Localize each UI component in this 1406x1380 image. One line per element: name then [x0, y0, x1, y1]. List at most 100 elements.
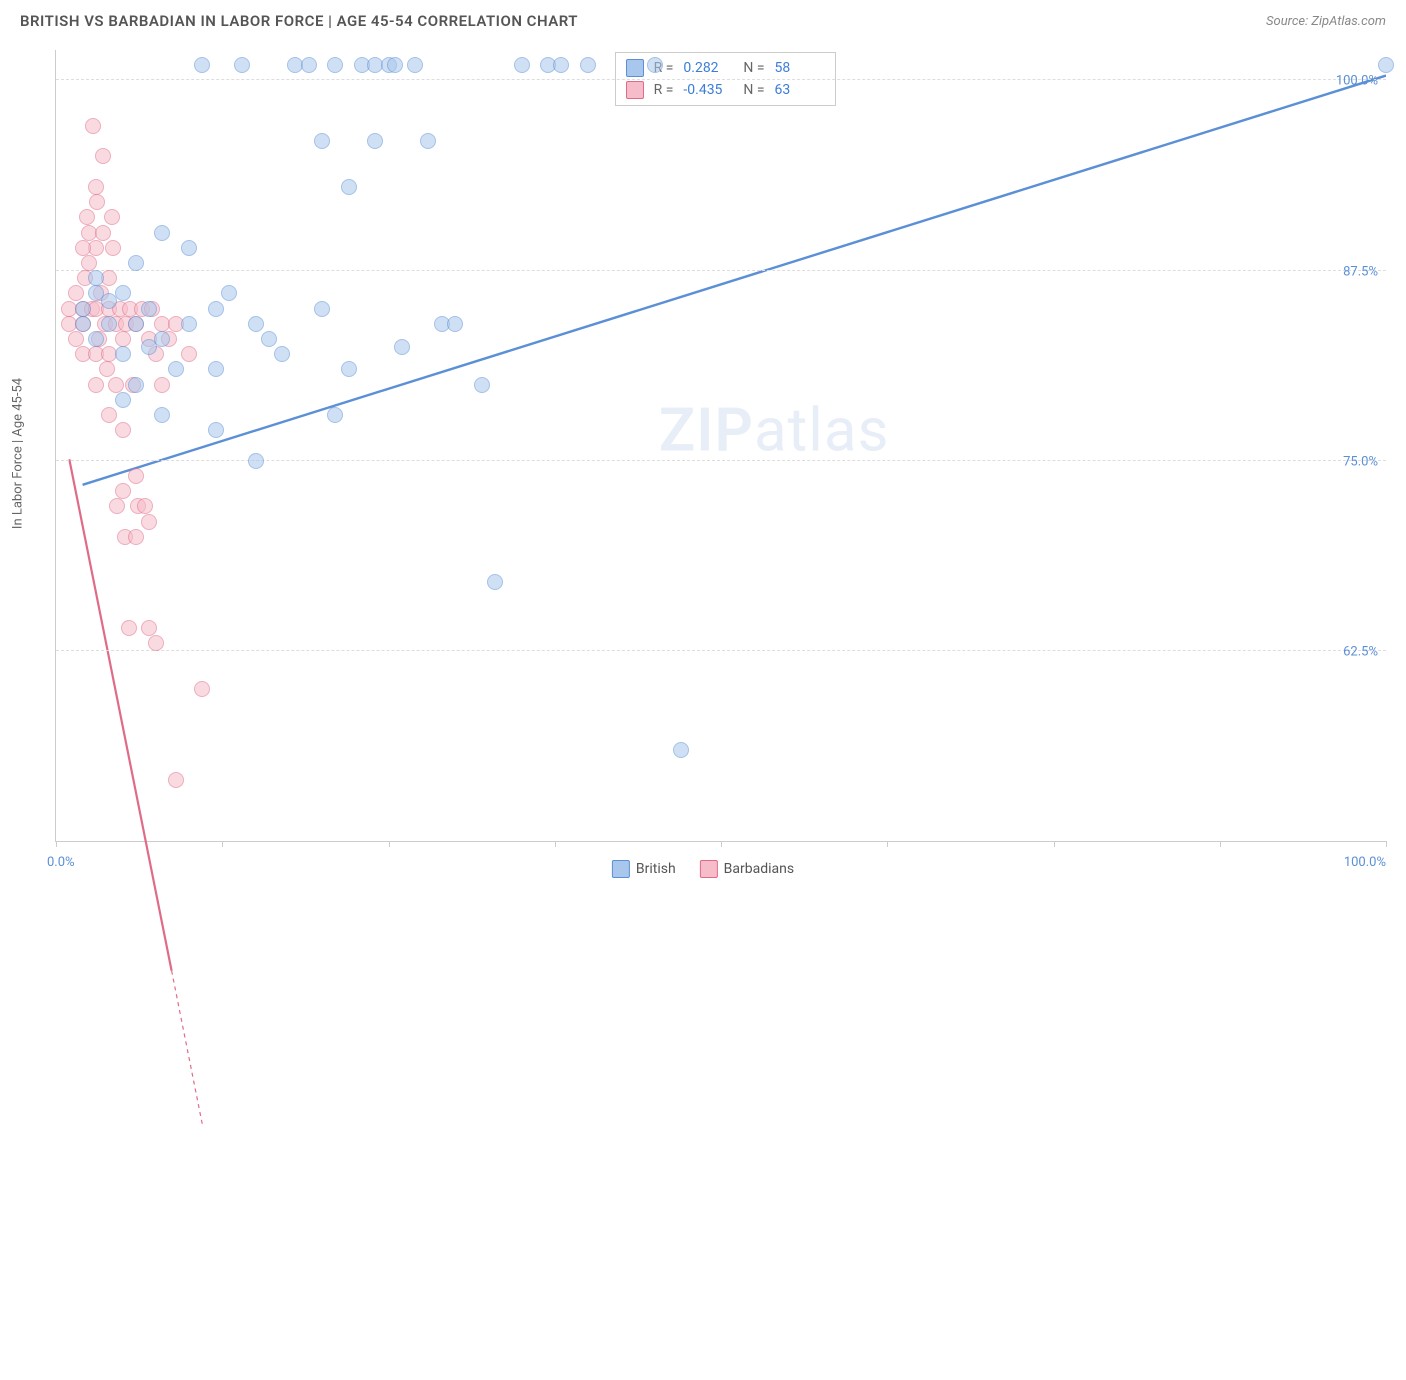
data-point — [128, 468, 144, 484]
series-swatch — [626, 59, 644, 77]
data-point — [154, 225, 170, 241]
data-point — [108, 377, 124, 393]
data-point — [387, 57, 403, 73]
data-point — [208, 361, 224, 377]
data-point — [105, 240, 121, 256]
y-axis-label: In Labor Force | Age 45-54 — [11, 378, 26, 529]
data-point — [181, 316, 197, 332]
y-tick-label: 100.0% — [1336, 74, 1378, 89]
data-point — [75, 240, 91, 256]
chart-container: ZIPatlas R = 0.282 N = 58 R = -0.435 N = 63 62.… — [55, 50, 1386, 842]
y-tick-label: 62.5% — [1343, 644, 1378, 659]
y-tick-label: 75.0% — [1343, 454, 1378, 469]
data-point — [81, 255, 97, 271]
r-value: -0.435 — [683, 82, 733, 98]
data-point — [89, 194, 105, 210]
data-point — [115, 483, 131, 499]
data-point — [181, 240, 197, 256]
data-point — [141, 301, 157, 317]
data-point — [274, 346, 290, 362]
data-point — [168, 361, 184, 377]
legend-swatch — [612, 860, 630, 878]
x-tick — [887, 841, 888, 847]
data-point — [115, 285, 131, 301]
data-point — [104, 209, 120, 225]
data-point — [1378, 57, 1394, 73]
r-value: 0.282 — [683, 60, 733, 76]
data-point — [128, 377, 144, 393]
stats-row: R = -0.435 N = 63 — [626, 79, 825, 101]
data-point — [327, 57, 343, 73]
data-point — [148, 635, 164, 651]
data-point — [128, 529, 144, 545]
data-point — [115, 392, 131, 408]
x-axis-min-label: 0.0% — [47, 855, 75, 870]
data-point — [79, 209, 95, 225]
data-point — [88, 331, 104, 347]
x-tick — [721, 841, 722, 847]
data-point — [248, 316, 264, 332]
data-point — [474, 377, 490, 393]
x-tick — [555, 841, 556, 847]
data-point — [407, 57, 423, 73]
data-point — [101, 407, 117, 423]
watermark: ZIPatlas — [659, 394, 890, 465]
data-point — [154, 377, 170, 393]
data-point — [154, 331, 170, 347]
data-point — [647, 57, 663, 73]
data-point — [420, 133, 436, 149]
trend-lines — [56, 50, 1386, 1380]
source-attribution: Source: ZipAtlas.com — [1266, 14, 1386, 29]
data-point — [88, 377, 104, 393]
gridline — [56, 79, 1386, 80]
plot-area: ZIPatlas R = 0.282 N = 58 R = -0.435 N = 63 62.… — [55, 50, 1386, 842]
legend-swatch — [700, 860, 718, 878]
n-value: 63 — [775, 82, 825, 98]
n-label: N = — [743, 82, 764, 98]
r-label: R = — [654, 82, 674, 98]
data-point — [95, 148, 111, 164]
data-point — [194, 57, 210, 73]
data-point — [141, 514, 157, 530]
data-point — [221, 285, 237, 301]
data-point — [248, 453, 264, 469]
data-point — [137, 498, 153, 514]
data-point — [128, 316, 144, 332]
data-point — [394, 339, 410, 355]
data-point — [154, 407, 170, 423]
gridline — [56, 650, 1386, 651]
n-value: 58 — [775, 60, 825, 76]
data-point — [75, 301, 91, 317]
data-point — [141, 620, 157, 636]
data-point — [115, 346, 131, 362]
data-point — [580, 57, 596, 73]
data-point — [99, 361, 115, 377]
data-point — [673, 742, 689, 758]
data-point — [85, 118, 101, 134]
data-point — [327, 407, 343, 423]
n-label: N = — [743, 60, 764, 76]
series-swatch — [626, 81, 644, 99]
gridline — [56, 270, 1386, 271]
data-point — [301, 57, 317, 73]
y-tick-label: 87.5% — [1343, 264, 1378, 279]
data-point — [314, 133, 330, 149]
data-point — [553, 57, 569, 73]
data-point — [447, 316, 463, 332]
data-point — [121, 620, 137, 636]
data-point — [115, 331, 131, 347]
data-point — [487, 574, 503, 590]
x-tick — [1054, 841, 1055, 847]
data-point — [514, 57, 530, 73]
data-point — [101, 316, 117, 332]
data-point — [341, 361, 357, 377]
data-point — [181, 346, 197, 362]
data-point — [75, 316, 91, 332]
data-point — [314, 301, 330, 317]
x-tick — [222, 841, 223, 847]
data-point — [194, 681, 210, 697]
x-tick — [389, 841, 390, 847]
data-point — [88, 179, 104, 195]
x-tick — [56, 841, 57, 847]
x-axis-max-label: 100.0% — [1344, 855, 1386, 870]
